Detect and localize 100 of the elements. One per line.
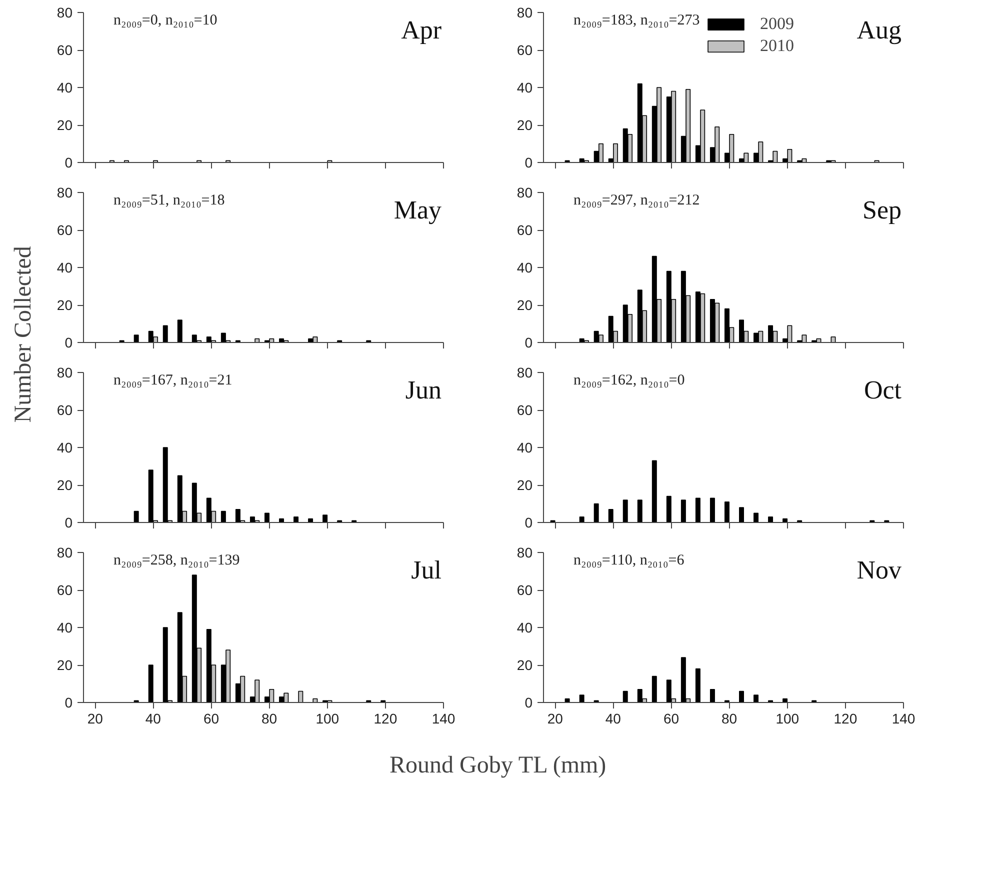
x-tick-label: 40: [605, 710, 622, 726]
bar: [177, 320, 182, 342]
y-tick-label: 20: [516, 297, 533, 313]
y-tick-label: 80: [516, 184, 533, 200]
bar: [622, 690, 628, 702]
x-tick-label: 120: [834, 710, 858, 726]
y-tick-label: 40: [516, 620, 533, 636]
chart-title: Oct: [864, 376, 902, 404]
x-tick-label: 140: [892, 710, 916, 726]
x-tick-label: 60: [203, 710, 220, 726]
annotation: n₂₀₀₉=110, n₂₀₁₀=6: [574, 552, 685, 568]
y-tick-label: 80: [56, 4, 73, 20]
y-tick-label: 60: [56, 222, 73, 238]
bar: [220, 510, 226, 522]
chart-title: Aug: [856, 16, 902, 44]
y-tick-label: 80: [56, 184, 73, 200]
y-tick-label: 40: [516, 260, 533, 276]
y-tick-label: 60: [516, 582, 533, 598]
bar: [598, 334, 604, 342]
bar: [768, 516, 774, 522]
annotation: n₂₀₀₉=297, n₂₀₁₀=212: [574, 192, 700, 208]
chart-title: Jul: [411, 556, 442, 584]
bar: [652, 460, 657, 522]
y-tick-label: 0: [524, 334, 533, 350]
bar: [134, 334, 139, 342]
y-tick-label: 40: [56, 440, 73, 456]
y-tick-label: 0: [64, 514, 73, 530]
x-tick-label: 100: [776, 710, 800, 726]
bar: [652, 676, 657, 702]
y-tick-label: 40: [516, 440, 533, 456]
bar: [294, 516, 299, 522]
bar: [298, 690, 304, 702]
bar: [680, 500, 686, 522]
bar: [608, 508, 614, 522]
bar: [622, 500, 628, 522]
y-tick-label: 20: [56, 657, 73, 673]
annotation: n₂₀₀₉=162, n₂₀₁₀=0: [574, 372, 685, 388]
y-axis-title: Number Collected: [10, 246, 36, 423]
annotation: n₂₀₀₉=258, n₂₀₁₀=139: [114, 552, 240, 568]
y-tick-label: 0: [524, 694, 533, 710]
chart-title: Sep: [862, 196, 902, 224]
chart-title: Apr: [401, 16, 442, 44]
y-tick-label: 20: [56, 117, 73, 133]
y-tick-label: 80: [516, 364, 533, 380]
bar: [754, 512, 759, 522]
annotation: n₂₀₀₉=183, n₂₀₁₀=273: [574, 12, 700, 28]
y-tick-label: 20: [56, 477, 73, 493]
annotation: n₂₀₀₉=167, n₂₀₁₀=21: [114, 372, 232, 388]
bar: [637, 500, 642, 522]
y-tick-label: 60: [56, 582, 73, 598]
x-tick-label: 120: [374, 710, 398, 726]
legend-label: 2010: [760, 36, 794, 56]
bar: [739, 507, 744, 522]
annotation: n₂₀₀₉=0, n₂₀₁₀=10: [114, 12, 218, 28]
bar: [695, 668, 700, 702]
bar: [598, 143, 604, 162]
y-tick-label: 40: [56, 620, 73, 636]
y-tick-label: 20: [516, 657, 533, 673]
bar: [666, 496, 672, 522]
y-tick-label: 40: [56, 80, 73, 96]
x-tick-label: 140: [432, 710, 456, 726]
x-tick-label: 80: [262, 710, 278, 726]
x-tick-label: 20: [87, 710, 104, 726]
x-axis-title: Round Goby TL (mm): [390, 752, 606, 778]
bar: [594, 503, 599, 522]
y-tick-label: 0: [524, 514, 533, 530]
bar: [162, 325, 168, 342]
bar: [264, 512, 270, 522]
bar: [768, 325, 774, 342]
y-tick-label: 60: [516, 42, 533, 58]
bar: [724, 501, 730, 522]
y-tick-label: 80: [56, 364, 73, 380]
y-tick-label: 80: [56, 544, 73, 560]
bar: [754, 694, 759, 702]
x-tick-label: 80: [722, 710, 738, 726]
y-tick-label: 40: [56, 260, 73, 276]
bar: [134, 510, 139, 522]
y-tick-label: 60: [516, 402, 533, 418]
chart-title: Jun: [405, 376, 442, 404]
x-tick-label: 100: [316, 710, 340, 726]
bar: [710, 498, 715, 522]
bar: [739, 690, 744, 702]
bar: [695, 498, 700, 522]
bar: [710, 688, 715, 702]
y-tick-label: 40: [516, 80, 533, 96]
y-tick-label: 80: [516, 544, 533, 560]
y-tick-label: 80: [516, 4, 533, 20]
bar: [322, 514, 328, 522]
y-tick-label: 20: [516, 477, 533, 493]
chart-title: Nov: [856, 556, 902, 584]
x-tick-label: 40: [145, 710, 162, 726]
bar: [148, 664, 154, 702]
y-tick-label: 60: [56, 402, 73, 418]
y-tick-label: 20: [56, 297, 73, 313]
chart-title: May: [394, 196, 442, 224]
bar: [579, 516, 584, 522]
annotation: n₂₀₀₉=51, n₂₀₁₀=18: [114, 192, 225, 208]
y-tick-label: 0: [64, 154, 73, 170]
y-tick-label: 0: [64, 694, 73, 710]
y-tick-label: 0: [524, 154, 533, 170]
